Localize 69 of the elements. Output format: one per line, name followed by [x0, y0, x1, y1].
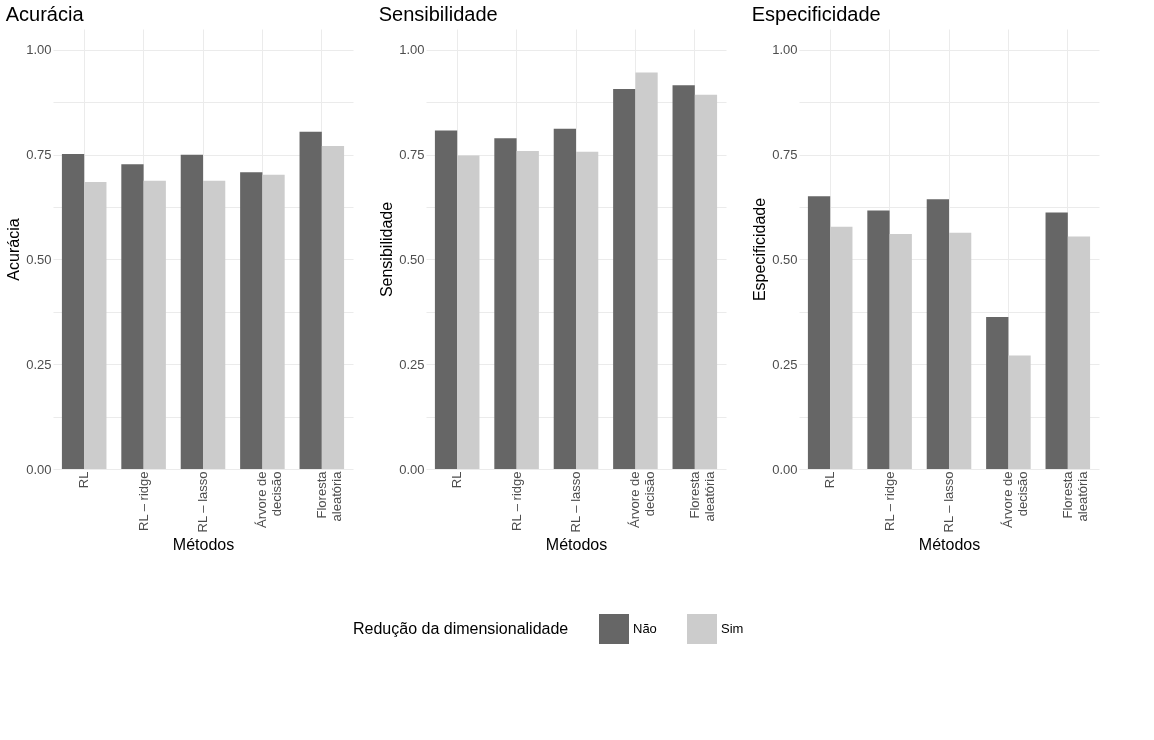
bar	[321, 145, 345, 469]
y-tick-label: 0.25	[26, 356, 52, 372]
bar	[576, 151, 599, 469]
x-axis-title: Métodos	[545, 535, 608, 553]
y-tick-label: 1.00	[26, 42, 52, 58]
y-tick-label: 0.00	[26, 461, 52, 477]
y-tick-label: 0.25	[772, 356, 798, 372]
y-tick-label: 0.00	[772, 461, 798, 477]
y-tick-label: 0.00	[399, 461, 425, 477]
y-tick-label: 1.00	[772, 42, 798, 58]
y-tick-label: 0.50	[26, 251, 52, 267]
x-axis-title: Métodos	[918, 535, 981, 553]
bar	[1067, 236, 1091, 469]
legend-title: Redução da dimensionalidade	[353, 620, 569, 637]
x-tick-label: RL – ridge	[135, 471, 151, 531]
bar	[672, 85, 695, 469]
x-tick-label: RL	[449, 471, 465, 489]
bar	[457, 155, 480, 469]
bar	[143, 180, 166, 469]
bar	[1045, 212, 1068, 469]
bar	[635, 72, 658, 469]
x-tick-label: Árvore de decisão	[254, 471, 285, 528]
y-axis-title: Acurácia	[5, 218, 23, 281]
x-tick-label: Árvore de decisão	[1000, 471, 1031, 528]
y-axis-title: Sensibilidade	[378, 201, 396, 298]
x-tick-label: RL – lasso	[568, 471, 583, 533]
y-tick-label: 0.50	[399, 251, 425, 267]
bar	[613, 88, 636, 469]
x-axis-title: Métodos	[172, 535, 235, 553]
bar	[949, 232, 972, 469]
x-tick-label: RL – ridge	[881, 471, 897, 531]
bar	[553, 128, 576, 469]
bar	[84, 181, 107, 469]
bar	[926, 199, 949, 469]
bar	[240, 172, 263, 469]
legend-label: Sim	[721, 621, 744, 636]
bar	[299, 131, 322, 469]
bar	[830, 226, 853, 469]
bar	[262, 174, 285, 469]
y-axis-title: Especificidade	[751, 197, 769, 302]
x-tick-label: RL	[822, 471, 838, 489]
x-tick-label: RL – lasso	[195, 471, 210, 533]
x-tick-label: RL – lasso	[941, 471, 956, 533]
x-tick-label: RL – ridge	[508, 471, 524, 531]
bar	[1008, 355, 1031, 469]
bar	[121, 164, 144, 469]
bar	[889, 233, 912, 469]
chart-title: Acurácia	[5, 3, 85, 25]
bar	[180, 154, 203, 469]
bar	[986, 316, 1009, 469]
y-tick-label: 0.75	[772, 147, 798, 163]
x-tick-label: Árvore de decisão	[627, 471, 658, 528]
y-tick-label: 0.75	[26, 147, 52, 163]
y-tick-label: 1.00	[399, 42, 425, 58]
bar	[203, 180, 226, 469]
bar	[61, 153, 85, 469]
bar	[434, 130, 458, 469]
bar	[494, 138, 517, 469]
chart-title: Sensibilidade	[378, 3, 498, 25]
bar	[807, 196, 831, 469]
bar	[867, 210, 890, 469]
y-tick-label: 0.75	[399, 147, 425, 163]
legend-label: Não	[633, 621, 657, 636]
y-tick-label: 0.25	[399, 356, 425, 372]
x-tick-label: RL	[76, 471, 92, 489]
y-tick-label: 0.50	[772, 251, 798, 267]
bar	[516, 150, 539, 469]
chart-title: Especificidade	[751, 3, 881, 25]
bar	[694, 94, 718, 469]
